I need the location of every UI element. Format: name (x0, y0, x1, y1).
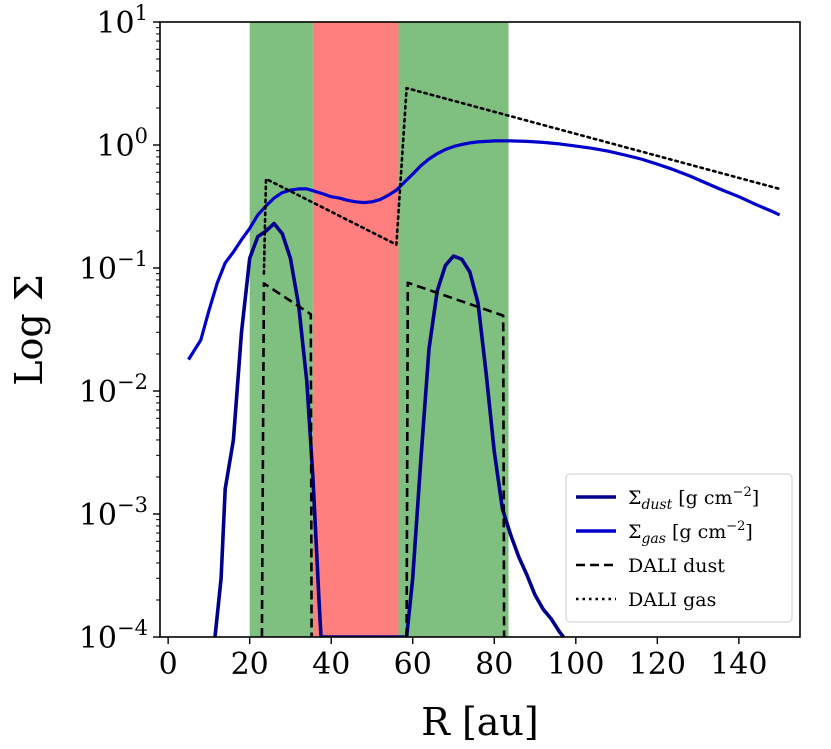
y-tick-label: 10−4 (79, 616, 148, 656)
legend-box (565, 473, 793, 623)
gap-band-left (249, 22, 313, 637)
x-tick-label: 60 (394, 647, 432, 682)
plot-frame (159, 21, 801, 638)
ring-band (312, 22, 399, 637)
y-tick-label: 10−2 (79, 370, 148, 410)
x-tick-label: 100 (547, 647, 604, 682)
x-tick-label: 40 (312, 647, 350, 682)
x-axis-label: R [au] (421, 700, 538, 744)
legend-label-sigma-gas: Σgas [g cm−2] (628, 519, 753, 547)
x-tick-label: 140 (710, 647, 767, 682)
y-axis-label: Log Σ (7, 274, 51, 385)
y-tick-label: 100 (96, 124, 148, 164)
legend-label-dali-gas: DALI gas (628, 589, 716, 611)
series-dali-gas (262, 86, 781, 275)
series-dali-dust (260, 281, 506, 637)
x-tick-label: 0 (159, 647, 178, 682)
legend: Σdust [g cm−2] Σgas [g cm−2] DALI dust DALI… (565, 473, 793, 623)
x-tick-label: 80 (475, 647, 513, 682)
series-sigma-dust (213, 221, 566, 637)
y-tick-label: 101 (96, 1, 148, 41)
x-tick-label: 120 (629, 647, 686, 682)
legend-label-dali-dust: DALI dust (628, 555, 725, 577)
x-tick-label: 20 (231, 647, 269, 682)
y-tick-label: 10−3 (79, 493, 148, 533)
series-sigma-gas (187, 139, 781, 361)
legend-label-sigma-dust: Σdust [g cm−2] (628, 485, 759, 513)
y-tick-label: 10−1 (79, 247, 148, 287)
